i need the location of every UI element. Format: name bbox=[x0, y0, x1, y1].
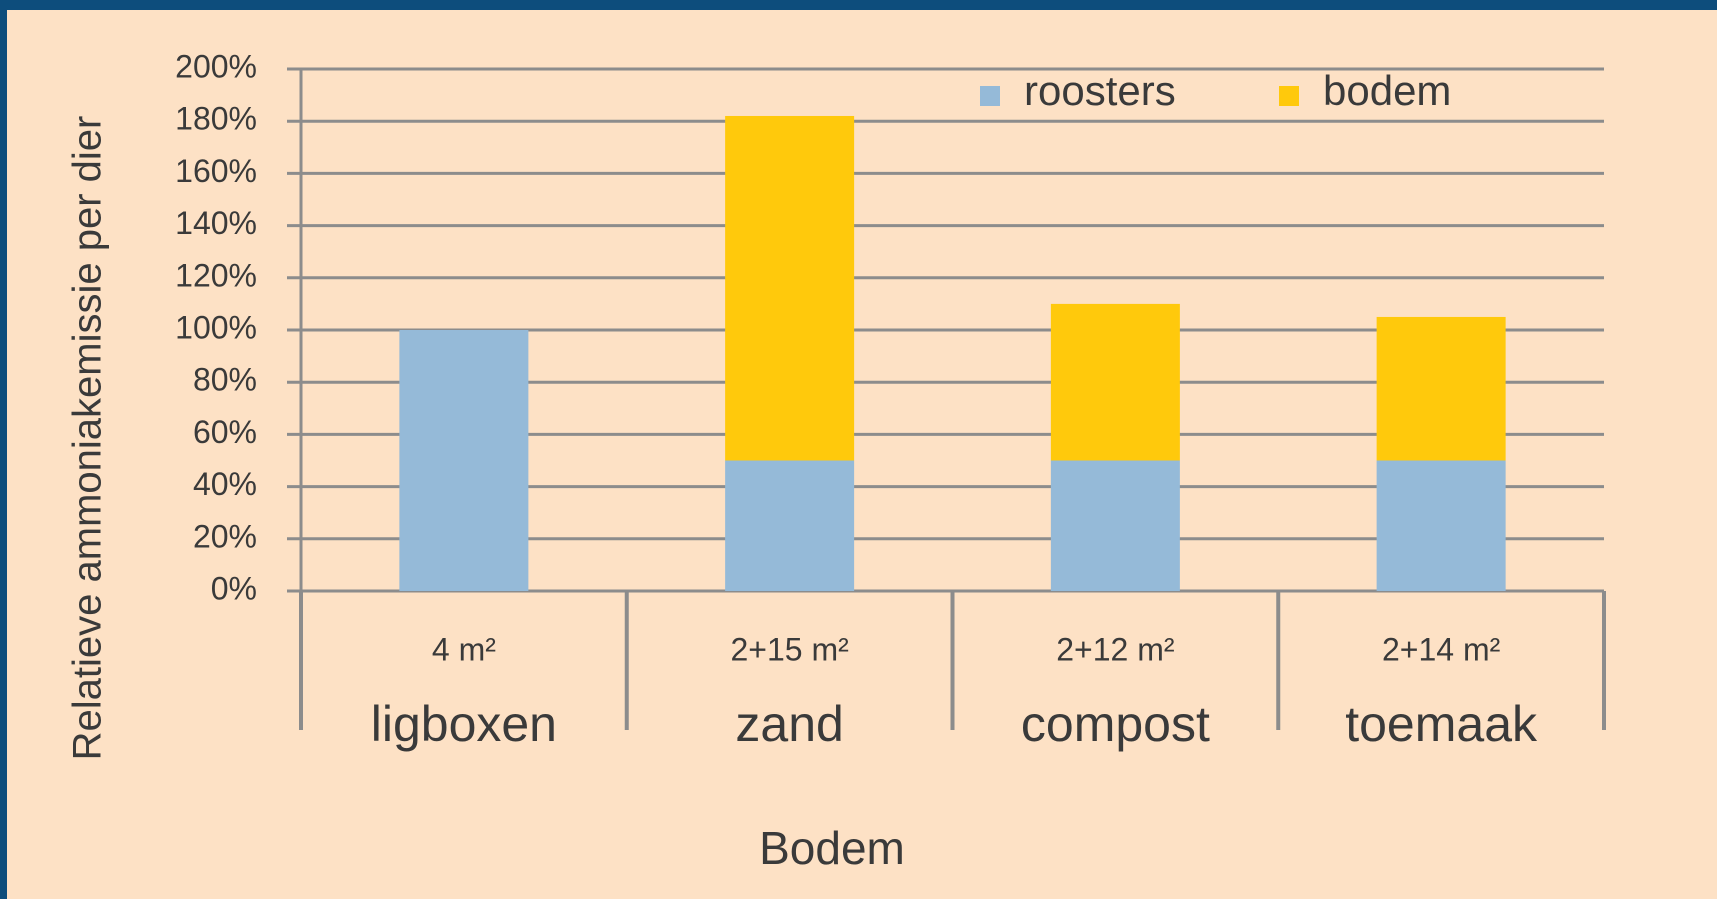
x-tick-label: zand bbox=[735, 696, 843, 752]
y-tick-label: 20% bbox=[193, 518, 257, 554]
x-subcategory-label: 4 m² bbox=[432, 631, 496, 667]
x-subcategory-label: 2+15 m² bbox=[730, 631, 849, 667]
x-subcategory-label: 2+14 m² bbox=[1382, 631, 1501, 667]
bar-segment bbox=[725, 115, 855, 461]
bar-segment bbox=[725, 460, 855, 591]
y-tick-label: 120% bbox=[175, 257, 257, 293]
x-subcategory-label: 2+12 m² bbox=[1056, 631, 1175, 667]
y-axis-title: Relatieve ammoniakemissie per dier bbox=[66, 116, 110, 761]
x-tick-label: toemaak bbox=[1345, 696, 1538, 752]
y-tick-label: 0% bbox=[211, 570, 257, 606]
y-tick-label: 140% bbox=[175, 205, 257, 241]
y-tick-label: 100% bbox=[175, 309, 257, 345]
y-tick-label: 180% bbox=[175, 101, 257, 137]
bar-segment bbox=[1050, 460, 1180, 591]
y-tick-label: 80% bbox=[193, 362, 257, 398]
legend-label: roosters bbox=[1024, 67, 1176, 114]
legend-swatch bbox=[1279, 86, 1299, 106]
y-tick-label: 60% bbox=[193, 414, 257, 450]
y-tick-label: 200% bbox=[175, 48, 257, 84]
y-tick-label: 160% bbox=[175, 153, 257, 189]
bar-segment bbox=[1376, 316, 1506, 461]
x-tick-label: compost bbox=[1021, 696, 1210, 752]
x-tick-label: ligboxen bbox=[371, 696, 557, 752]
y-tick-label: 40% bbox=[193, 466, 257, 502]
bar-segment bbox=[399, 330, 529, 591]
legend-swatch bbox=[980, 86, 1000, 106]
bar-segment bbox=[1050, 303, 1180, 461]
bar-segment bbox=[1376, 460, 1506, 591]
x-axis-title: Bodem bbox=[759, 822, 905, 874]
legend-label: bodem bbox=[1323, 67, 1451, 114]
